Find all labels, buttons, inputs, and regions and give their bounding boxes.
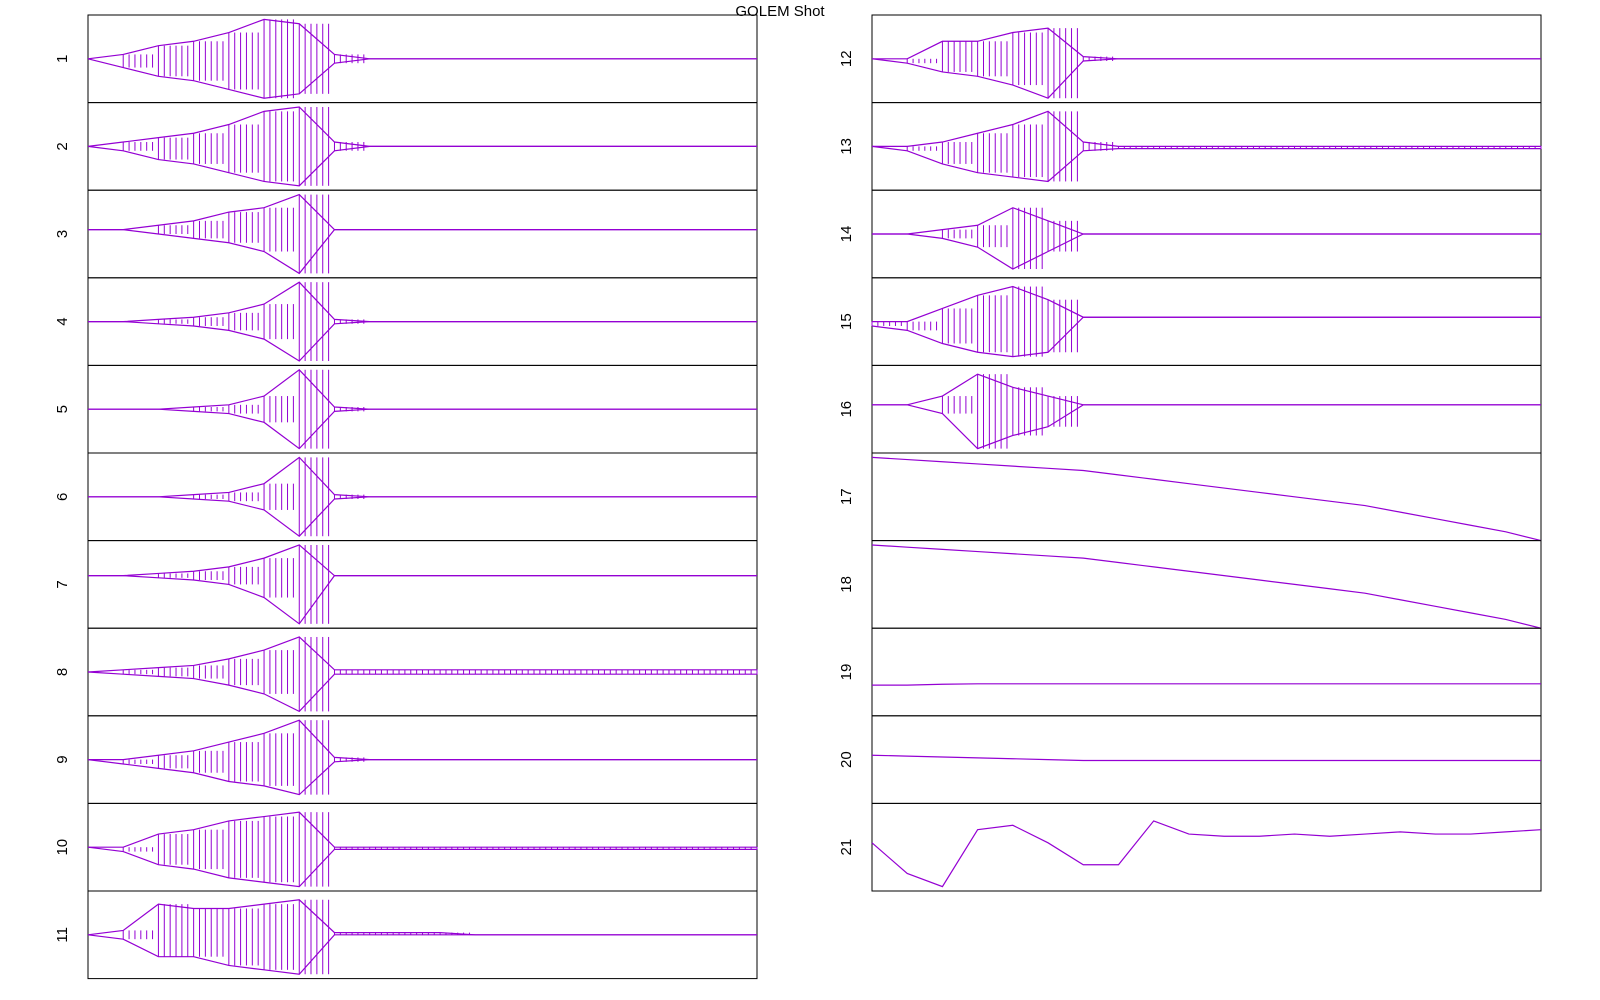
panel-label: 9 <box>54 755 71 763</box>
signal-line <box>872 233 1541 270</box>
panel-frame <box>871 452 1542 542</box>
signal-line <box>88 408 757 450</box>
signal-line <box>872 373 1541 406</box>
signal-line <box>88 281 757 323</box>
signal-line <box>871 820 1542 888</box>
panel-label: 16 <box>838 401 855 418</box>
panel-label: 6 <box>54 493 71 501</box>
signal-line <box>88 496 757 538</box>
panel-label: 2 <box>54 142 71 150</box>
panel-label: 21 <box>838 839 855 856</box>
panel-frame <box>87 540 758 629</box>
signal-line <box>872 285 1541 323</box>
panel-label: 14 <box>838 226 855 243</box>
signal-line <box>871 316 1541 358</box>
signal-line <box>872 27 1541 60</box>
panel-label: 11 <box>54 927 71 943</box>
panel-frame <box>871 627 1542 717</box>
panel-label: 10 <box>54 839 71 856</box>
panel-frame <box>87 189 758 279</box>
signal-line <box>87 899 757 936</box>
panel-label: 13 <box>838 138 855 155</box>
signal-line <box>87 636 757 673</box>
panel-label: 5 <box>54 405 71 413</box>
signal-line <box>88 193 757 231</box>
signal-line <box>87 106 757 147</box>
panel-label: 17 <box>838 488 855 505</box>
signal-line <box>871 145 1541 183</box>
signal-line <box>88 719 757 761</box>
panel-frame <box>871 802 1542 892</box>
signal-line <box>87 18 757 60</box>
signal-line <box>87 58 757 99</box>
panel-label: 8 <box>54 668 71 676</box>
signal-line <box>871 754 1541 762</box>
panel-label: 4 <box>54 317 71 325</box>
signal-line <box>872 207 1541 235</box>
signal-line <box>87 145 757 187</box>
panel-label: 1 <box>54 55 71 63</box>
signal-line <box>87 758 757 796</box>
panel-label: 12 <box>838 50 855 67</box>
panel-label: 7 <box>54 580 71 588</box>
signal-line <box>88 575 757 625</box>
panel-label: 3 <box>54 230 71 238</box>
signal-line <box>87 934 757 975</box>
panel-frame <box>871 540 1542 629</box>
panel-frame <box>871 364 1542 454</box>
signal-line <box>871 544 1542 629</box>
panel-label: 19 <box>838 664 855 681</box>
panel-label: 15 <box>838 313 855 330</box>
signal-line <box>871 58 1541 99</box>
panel-frame <box>871 277 1542 366</box>
panel-label: 18 <box>838 576 855 593</box>
signal-line <box>872 110 1541 147</box>
signal-line <box>872 683 1541 686</box>
panel-label: 20 <box>838 751 855 768</box>
signal-line <box>88 456 757 498</box>
signal-line <box>88 229 757 275</box>
signal-line <box>87 846 757 888</box>
signal-line <box>88 368 757 410</box>
chart-title: GOLEM Shot <box>735 3 825 20</box>
signal-line <box>872 404 1541 450</box>
signal-line <box>871 456 1542 542</box>
signal-line <box>88 811 757 848</box>
signal-line <box>88 321 757 362</box>
signal-line <box>87 671 757 713</box>
signal-line <box>88 544 757 577</box>
panel-frame <box>871 715 1542 804</box>
